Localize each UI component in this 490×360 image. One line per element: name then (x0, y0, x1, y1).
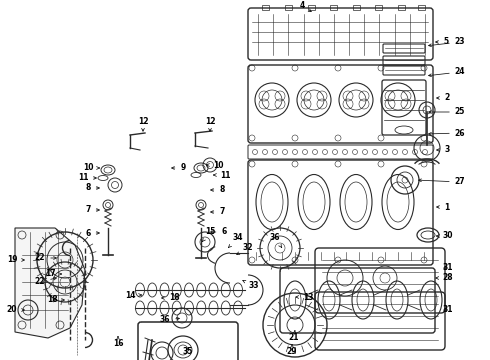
Text: 17: 17 (45, 270, 61, 279)
Text: 21: 21 (289, 330, 299, 342)
Text: 7: 7 (85, 206, 99, 215)
Text: 8: 8 (85, 184, 99, 193)
Text: 3: 3 (437, 145, 450, 154)
Text: 12: 12 (205, 117, 215, 131)
Text: 11: 11 (78, 174, 97, 183)
Bar (285, 5, 292, 10)
Text: 18: 18 (162, 293, 179, 302)
Text: 32: 32 (237, 243, 253, 255)
Text: 5: 5 (436, 37, 448, 46)
Text: 20: 20 (7, 306, 24, 315)
Text: 13: 13 (296, 292, 313, 302)
Polygon shape (15, 228, 85, 338)
Text: 4: 4 (299, 1, 311, 12)
Text: 30: 30 (437, 231, 453, 240)
Bar (353, 5, 360, 10)
Text: 6: 6 (85, 229, 99, 238)
Text: 19: 19 (7, 256, 24, 265)
Text: 14: 14 (125, 291, 142, 300)
Text: 36: 36 (160, 315, 179, 324)
Text: 35: 35 (183, 347, 193, 356)
Text: 28: 28 (436, 274, 453, 283)
Text: 31: 31 (443, 306, 453, 315)
Text: 31: 31 (443, 264, 453, 273)
Text: 23: 23 (429, 37, 465, 47)
Text: 10: 10 (207, 161, 223, 170)
Text: 11: 11 (214, 171, 230, 180)
Bar (330, 5, 337, 10)
Text: 24: 24 (429, 68, 465, 77)
Text: 26: 26 (429, 129, 465, 138)
Text: 9: 9 (172, 163, 186, 172)
Text: 25: 25 (429, 108, 465, 117)
Text: 18: 18 (47, 296, 64, 305)
Text: 7: 7 (211, 207, 225, 216)
Text: 36: 36 (270, 234, 282, 248)
Text: 8: 8 (211, 185, 225, 194)
Bar (262, 5, 269, 10)
Text: 34: 34 (228, 234, 243, 247)
Text: 22: 22 (35, 277, 56, 287)
Text: 10: 10 (83, 163, 99, 172)
Text: 29: 29 (287, 345, 297, 356)
Bar (375, 5, 382, 10)
Text: 6: 6 (211, 228, 227, 237)
Text: 12: 12 (138, 117, 148, 131)
Text: 15: 15 (202, 228, 215, 242)
Text: 22: 22 (35, 253, 56, 262)
Bar (418, 5, 425, 10)
Text: 33: 33 (243, 280, 259, 291)
Text: 2: 2 (437, 94, 450, 103)
Bar (308, 5, 315, 10)
Text: 16: 16 (113, 337, 123, 348)
Bar (398, 5, 405, 10)
Text: 1: 1 (437, 202, 450, 211)
Text: 27: 27 (418, 177, 465, 186)
